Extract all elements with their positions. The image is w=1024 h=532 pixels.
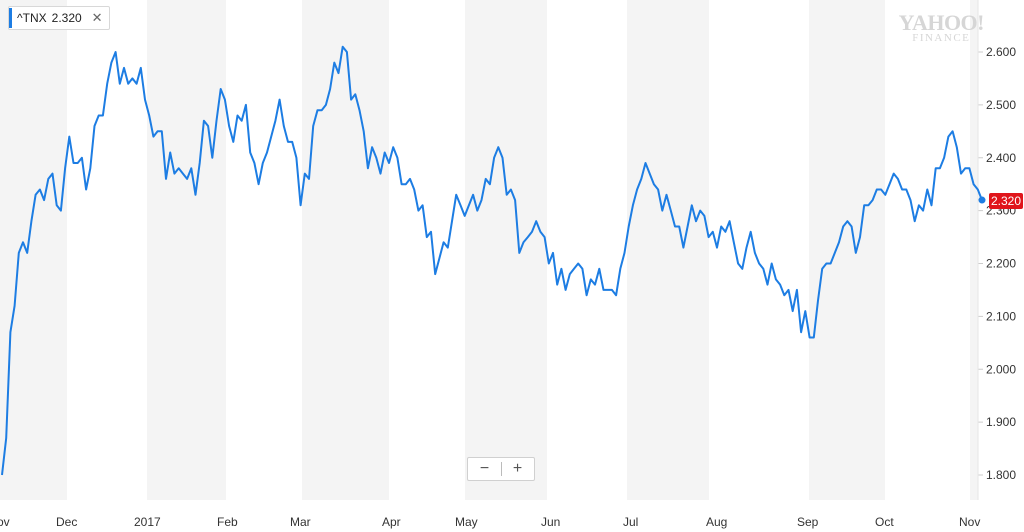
y-tick-label: 2.400 <box>986 151 1016 165</box>
month-band <box>465 0 547 500</box>
x-tick-label: Apr <box>382 515 401 529</box>
yahoo-finance-logo: YAHOO! FINANCE <box>898 10 985 44</box>
y-tick-label: 1.800 <box>986 468 1016 482</box>
month-band <box>147 0 226 500</box>
x-tick-label: Jul <box>623 515 638 529</box>
x-tick-label: Oct <box>875 515 894 529</box>
y-tick-label: 2.100 <box>986 309 1016 323</box>
x-tick-label: Jun <box>541 515 560 529</box>
x-tick-label: Aug <box>706 515 727 529</box>
month-band <box>0 0 67 500</box>
y-tick-label: 2.500 <box>986 98 1016 112</box>
x-axis-ticks: ov Dec 2017 Feb Mar Apr May Jun Jul Aug Sep Oct Nov <box>0 515 980 529</box>
y-tick-label: 2.600 <box>986 45 1016 59</box>
x-tick-label: Sep <box>797 515 819 529</box>
series-line-tnx <box>1 45 983 476</box>
y-tick-label: 2.000 <box>986 362 1016 376</box>
zoom-control: − + <box>467 457 535 481</box>
horizontal-gridlines <box>978 51 983 476</box>
y-axis-ticks: 1.8001.9002.0002.1002.2002.3002.4002.500… <box>986 45 1016 482</box>
x-tick-label: Dec <box>56 515 77 529</box>
zoom-out-button[interactable]: − <box>479 460 490 477</box>
month-band <box>627 0 709 500</box>
zoom-divider <box>500 462 502 476</box>
logo-sub: FINANCE <box>912 32 971 44</box>
zoom-in-button[interactable]: + <box>512 460 523 477</box>
x-tick-label: ov <box>0 515 10 529</box>
x-tick-label: Nov <box>959 515 980 529</box>
y-tick-label: 1.900 <box>986 415 1016 429</box>
month-bands <box>0 0 978 500</box>
month-band <box>302 0 389 500</box>
last-value-badge: 2.320 <box>989 193 1023 209</box>
y-tick-label: 2.200 <box>986 257 1016 271</box>
legend-symbol: ^TNX <box>17 11 47 25</box>
x-tick-label: May <box>455 515 478 529</box>
close-icon[interactable]: ✕ <box>91 10 103 25</box>
x-tick-label: Mar <box>290 515 311 529</box>
logo-brand: YAHOO! <box>898 10 985 35</box>
legend-value: 2.320 <box>51 11 82 25</box>
month-band <box>809 0 885 500</box>
legend-chip[interactable]: ^TNX 2.320 ✕ <box>8 6 110 30</box>
month-band <box>970 0 978 500</box>
x-tick-label: 2017 <box>134 515 161 529</box>
last-point-marker <box>978 196 986 204</box>
x-tick-label: Feb <box>217 515 238 529</box>
legend-swatch <box>9 8 12 28</box>
